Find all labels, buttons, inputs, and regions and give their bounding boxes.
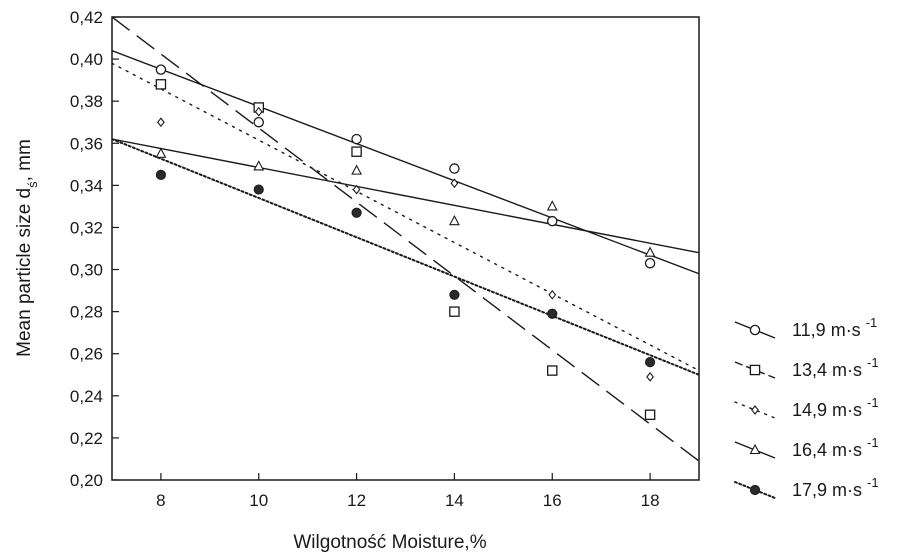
- x-axis-title: Wilgotność Moisture,%: [293, 532, 486, 553]
- fit-line-series-3: [112, 62, 699, 372]
- fit-line-series-5: [112, 138, 699, 376]
- data-point-series-1: [253, 116, 264, 128]
- legend-marker: [749, 443, 761, 455]
- data-point-series-2: [351, 146, 362, 157]
- data-point-series-3: [254, 106, 263, 117]
- x-tick-label: 14: [445, 491, 464, 510]
- x-tick-label: 18: [641, 491, 660, 510]
- data-point-series-4: [155, 147, 167, 158]
- data-point-series-2: [449, 306, 460, 317]
- data-point-series-2: [547, 365, 558, 376]
- data-point-series-4: [644, 246, 656, 257]
- y-tick-label: 0,38: [70, 92, 103, 111]
- data-point-series-1: [449, 163, 460, 174]
- legend: 11,9 m·s -1 13,4 m·s -1 14,9 m·s -1 16,4 m·s -1…: [734, 315, 879, 500]
- fit-lines: [112, 17, 699, 462]
- y-tick-label: 0,32: [70, 218, 103, 237]
- data-point-series-4: [449, 214, 460, 226]
- data-point-series-5: [351, 207, 362, 218]
- legend-label: 11,9 m·s -1: [792, 315, 877, 340]
- data-point-series-1: [547, 215, 558, 227]
- data-point-series-1: [351, 133, 362, 145]
- y-tick-label: 0,36: [70, 134, 103, 153]
- x-tick-label: 8: [156, 491, 165, 510]
- legend-marker: [749, 484, 761, 496]
- y-tick-label: 0,34: [70, 176, 103, 195]
- legend-item-5: 17,9 m·s -1: [734, 475, 879, 500]
- y-tick-label: 0,30: [70, 261, 103, 280]
- data-point-series-5: [644, 357, 656, 368]
- data-point-series-5: [547, 308, 558, 319]
- legend-item-2: 13,4 m·s -1: [734, 355, 879, 380]
- legend-label: 17,9 m·s -1: [792, 475, 879, 500]
- axis-ticks: 8 10 12 14 16 18 0,20 0,22 0,24 0,26 0,28 0,30 0,32 0…: [70, 8, 660, 510]
- y-axis-title-main: Mean particle size d: [14, 188, 35, 357]
- fit-line-series-4: [112, 138, 699, 254]
- data-point-series-2: [155, 79, 167, 90]
- y-tick-label: 0,24: [70, 387, 103, 406]
- legend-item-1: 11,9 m·s -1: [734, 315, 877, 340]
- x-tick-label: 16: [543, 491, 562, 510]
- legend-item-3: 14,9 m·s -1: [734, 395, 879, 420]
- data-point-series-3: [450, 178, 459, 189]
- data-markers: [155, 64, 656, 421]
- data-point-series-4: [351, 164, 362, 175]
- data-point-series-5: [449, 289, 460, 300]
- y-tick-label: 0,20: [70, 471, 103, 490]
- y-tick-label: 0,40: [70, 50, 103, 69]
- x-tick-label: 10: [249, 491, 268, 510]
- y-tick-label: 0,42: [70, 8, 103, 27]
- y-axis-title: Mean particle size dś, mm: [14, 139, 40, 357]
- legend-marker: [749, 364, 761, 376]
- data-point-series-3: [548, 289, 557, 300]
- legend-marker: [751, 405, 759, 415]
- data-point-series-3: [352, 184, 361, 195]
- legend-marker: [749, 324, 761, 336]
- x-tick-label: 12: [347, 491, 366, 510]
- data-point-series-5: [155, 169, 167, 180]
- data-point-series-4: [253, 160, 265, 171]
- fit-line-series-2: [112, 17, 699, 462]
- legend-label: 13,4 m·s -1: [792, 355, 879, 380]
- data-point-series-4: [546, 200, 558, 211]
- y-tick-label: 0,26: [70, 345, 103, 364]
- data-point-series-1: [155, 64, 167, 75]
- y-axis-title-sub: ś: [25, 181, 40, 188]
- legend-label: 14,9 m·s -1: [792, 395, 879, 420]
- y-tick-label: 0,22: [70, 429, 103, 448]
- data-point-series-5: [253, 184, 264, 195]
- legend-label: 16,4 m·s -1: [792, 435, 879, 460]
- data-point-series-3: [157, 117, 165, 128]
- y-axis-title-unit: , mm: [14, 139, 35, 181]
- data-point-series-1: [644, 257, 656, 269]
- legend-item-4: 16,4 m·s -1: [734, 435, 879, 460]
- data-point-series-2: [644, 409, 656, 421]
- fit-line-series-1: [112, 50, 699, 275]
- legend-line: [734, 361, 776, 379]
- plot-frame: [111, 16, 700, 481]
- y-tick-label: 0,28: [70, 303, 103, 322]
- data-point-series-3: [646, 371, 654, 382]
